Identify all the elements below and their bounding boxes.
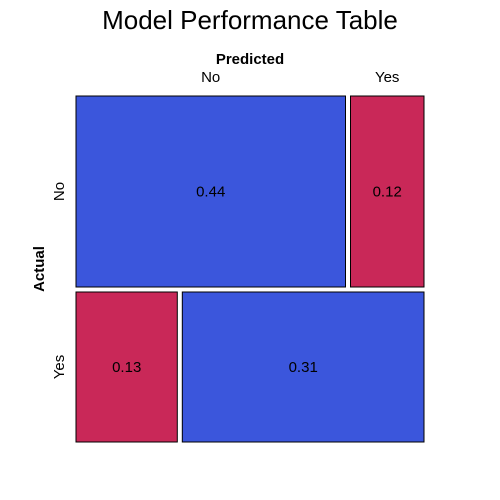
y-axis-title: Actual bbox=[31, 246, 48, 292]
x-tick-label-yes: Yes bbox=[375, 69, 399, 86]
ticks-layer: No Yes No Yes bbox=[51, 69, 399, 379]
x-axis-title: Predicted bbox=[216, 51, 284, 68]
cell-actual-no-predicted-no bbox=[75, 95, 346, 288]
cells-layer: 0.44 0.12 0.13 0.31 bbox=[75, 95, 425, 443]
x-tick-label-no: No bbox=[201, 69, 220, 86]
cell-label-actual-no-predicted-yes: 0.12 bbox=[373, 184, 402, 201]
chart-title: Model Performance Table bbox=[102, 5, 398, 35]
y-tick-label-no: No bbox=[51, 182, 68, 201]
cell-label-actual-no-predicted-no: 0.44 bbox=[196, 184, 225, 201]
cell-actual-yes-predicted-no bbox=[75, 291, 178, 443]
cell-label-actual-yes-predicted-no: 0.13 bbox=[112, 359, 141, 376]
y-tick-label-yes: Yes bbox=[51, 355, 68, 379]
cell-label-actual-yes-predicted-yes: 0.31 bbox=[289, 359, 318, 376]
cell-actual-yes-predicted-yes bbox=[181, 291, 425, 443]
cell-actual-no-predicted-yes bbox=[350, 95, 425, 288]
